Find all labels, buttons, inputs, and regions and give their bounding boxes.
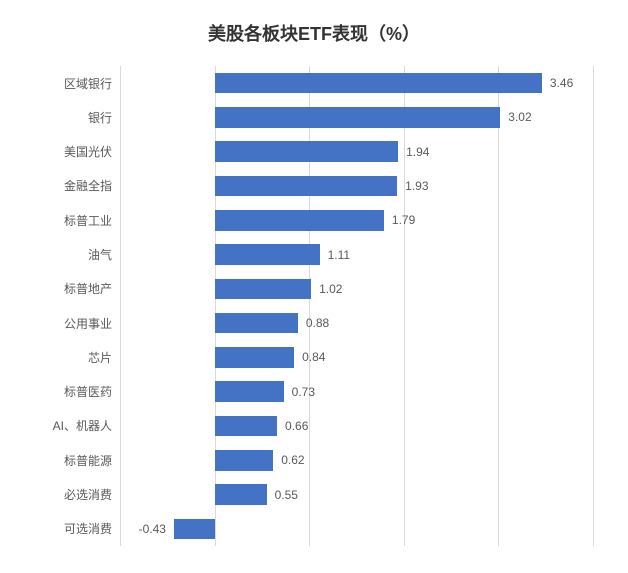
bars-region: 区域银行3.46银行3.02美国光伏1.94金融全指1.93标普工业1.79油气… — [120, 66, 593, 556]
bar-wrap: 0.88 — [120, 306, 593, 340]
bar-wrap: -0.43 — [120, 512, 593, 546]
bar-row: 油气1.11 — [120, 237, 593, 271]
bar — [174, 519, 215, 540]
category-label: 美国光伏 — [64, 143, 112, 160]
bar-row: 可选消费-0.43 — [120, 512, 593, 546]
value-label: 1.79 — [392, 213, 415, 227]
value-label: 0.73 — [292, 385, 315, 399]
chart-container: 美股各板块ETF表现（%） 区域银行3.46银行3.02美国光伏1.94金融全指… — [0, 0, 628, 573]
bar-row: 金融全指1.93 — [120, 169, 593, 203]
bar-row: 芯片0.84 — [120, 340, 593, 374]
bar-wrap: 0.84 — [120, 340, 593, 374]
bar-row: 标普能源0.62 — [120, 443, 593, 477]
bar-row: 必选消费0.55 — [120, 477, 593, 511]
bar-wrap: 0.55 — [120, 477, 593, 511]
category-label: AI、机器人 — [53, 417, 112, 434]
bar-wrap: 0.62 — [120, 443, 593, 477]
chart-title: 美股各板块ETF表现（%） — [10, 20, 618, 46]
bar-wrap: 1.79 — [120, 203, 593, 237]
category-label: 标普地产 — [64, 280, 112, 297]
bar — [215, 484, 267, 505]
category-label: 公用事业 — [64, 315, 112, 332]
value-label: 3.02 — [508, 110, 531, 124]
category-label: 标普能源 — [64, 452, 112, 469]
bar — [215, 313, 298, 334]
gridline — [593, 66, 594, 546]
category-label: 必选消费 — [64, 486, 112, 503]
category-label: 金融全指 — [64, 177, 112, 194]
category-label: 可选消费 — [64, 520, 112, 537]
bar — [215, 210, 384, 231]
bar-row: 标普地产1.02 — [120, 272, 593, 306]
bar-wrap: 3.02 — [120, 100, 593, 134]
bar — [215, 347, 294, 368]
value-label: 0.88 — [306, 316, 329, 330]
bar — [215, 107, 501, 128]
bar-wrap: 1.94 — [120, 135, 593, 169]
category-label: 油气 — [88, 246, 112, 263]
bar — [215, 416, 277, 437]
bar-wrap: 1.93 — [120, 169, 593, 203]
plot-area: 区域银行3.46银行3.02美国光伏1.94金融全指1.93标普工业1.79油气… — [120, 66, 593, 556]
bar-wrap: 1.02 — [120, 272, 593, 306]
bar — [215, 244, 320, 265]
bar-wrap: 1.11 — [120, 237, 593, 271]
bar-row: 美国光伏1.94 — [120, 135, 593, 169]
bar — [215, 141, 399, 162]
bar-row: 区域银行3.46 — [120, 66, 593, 100]
value-label: 1.93 — [405, 179, 428, 193]
bar-row: 标普医药0.73 — [120, 375, 593, 409]
bar-wrap: 0.73 — [120, 375, 593, 409]
bar-wrap: 0.66 — [120, 409, 593, 443]
value-label: 0.84 — [302, 350, 325, 364]
bar — [215, 73, 542, 94]
bar — [215, 176, 398, 197]
value-label: 0.55 — [275, 488, 298, 502]
bar-wrap: 3.46 — [120, 66, 593, 100]
value-label: 3.46 — [550, 76, 573, 90]
bar — [215, 450, 274, 471]
category-label: 银行 — [88, 109, 112, 126]
bar-row: 标普工业1.79 — [120, 203, 593, 237]
bar-row: 公用事业0.88 — [120, 306, 593, 340]
category-label: 标普医药 — [64, 383, 112, 400]
value-label: 1.94 — [406, 145, 429, 159]
bar-row: AI、机器人0.66 — [120, 409, 593, 443]
category-label: 标普工业 — [64, 212, 112, 229]
category-label: 区域银行 — [64, 75, 112, 92]
value-label: 1.11 — [328, 248, 350, 262]
bar — [215, 279, 311, 300]
value-label: -0.43 — [139, 522, 166, 536]
bar-row: 银行3.02 — [120, 100, 593, 134]
value-label: 0.62 — [281, 453, 304, 467]
category-label: 芯片 — [88, 349, 112, 366]
value-label: 1.02 — [319, 282, 342, 296]
value-label: 0.66 — [285, 419, 308, 433]
bar — [215, 381, 284, 402]
